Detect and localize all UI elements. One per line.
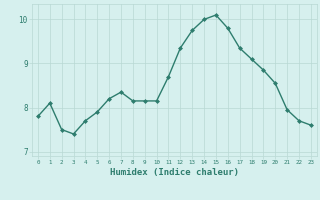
X-axis label: Humidex (Indice chaleur): Humidex (Indice chaleur): [110, 168, 239, 177]
